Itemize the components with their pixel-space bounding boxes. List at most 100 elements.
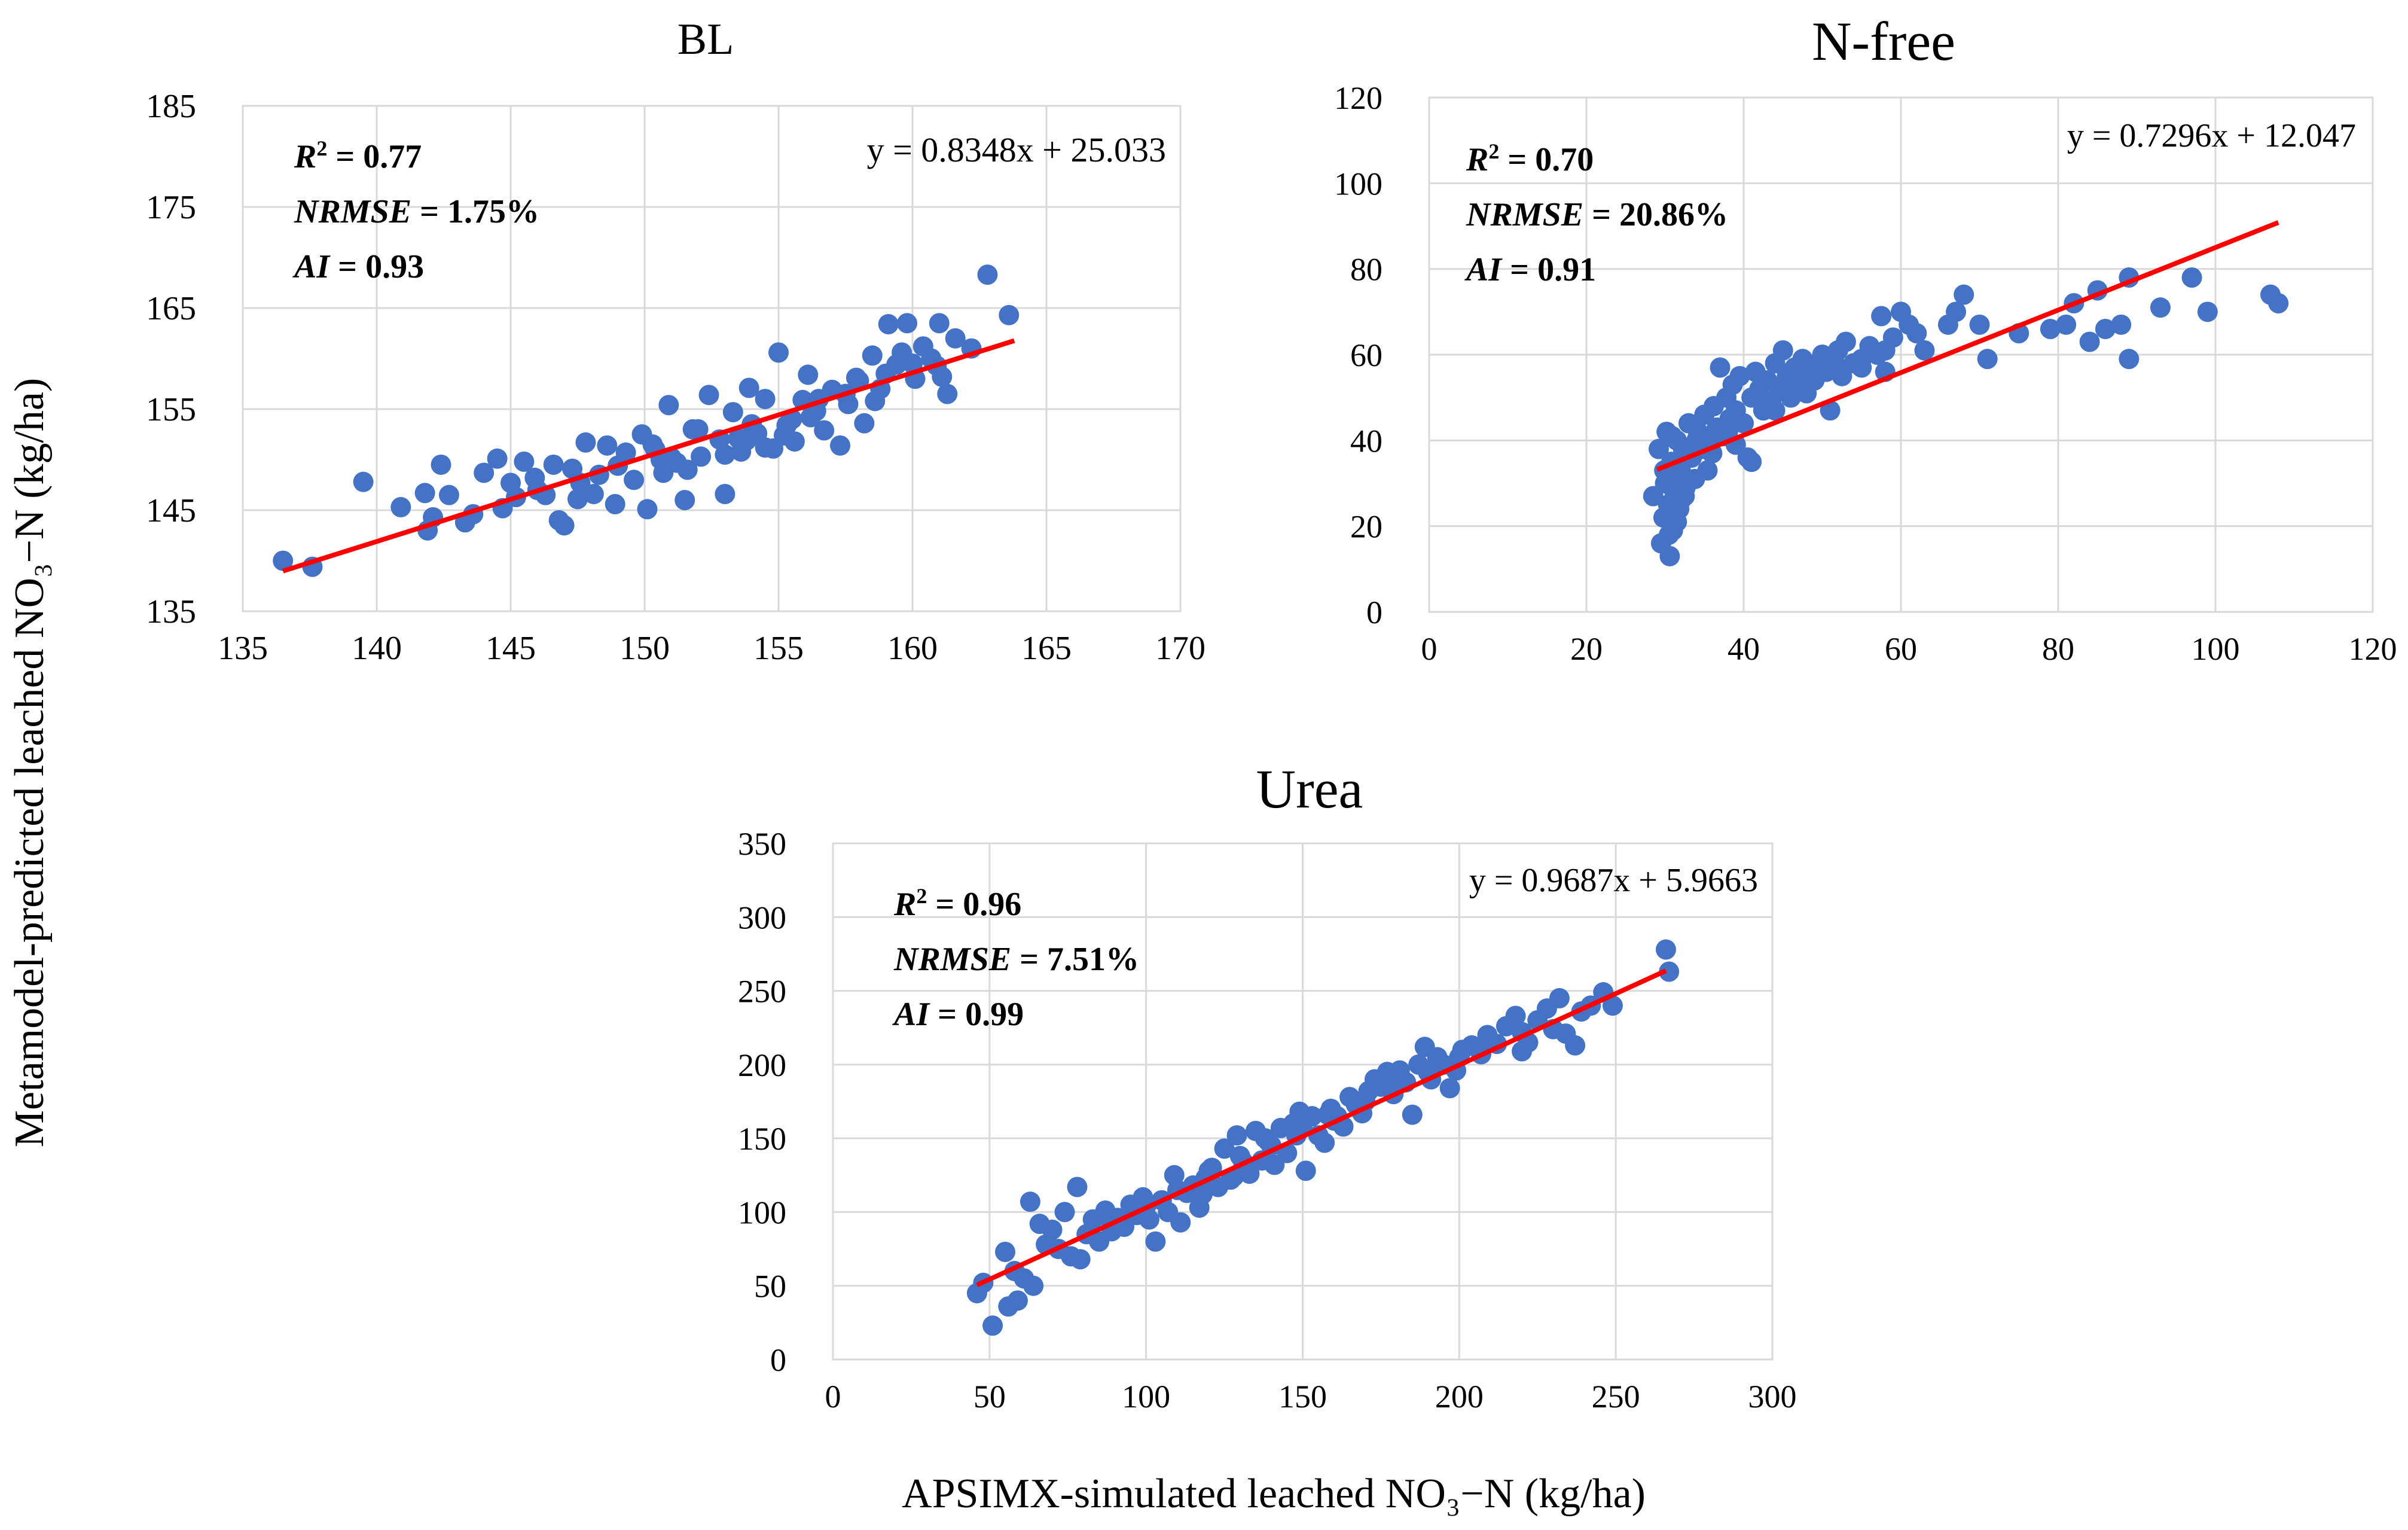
- chart-bl: 135 140 145 150 155 160 165 170 135 145 155 165 175 1…: [146, 15, 1205, 667]
- data-point-bl: [567, 489, 588, 510]
- stat-r2-bl: R2 = 0.77: [294, 136, 422, 175]
- data-point-bl: [414, 483, 435, 504]
- data-point-nfree: [1643, 486, 1664, 507]
- data-point-urea: [1295, 1160, 1316, 1181]
- y-tick-label-nfree: 40: [1350, 423, 1382, 459]
- data-point-bl: [675, 490, 695, 511]
- data-point-nfree: [2111, 314, 2132, 335]
- data-point-bl: [999, 304, 1020, 325]
- equation-urea: y = 0.9687x + 5.9663: [1469, 862, 1758, 899]
- data-point-bl: [353, 471, 374, 492]
- chart-title-urea: Urea: [1256, 758, 1363, 819]
- data-point-urea: [1565, 1035, 1586, 1056]
- stat-nrmse-nfree: NRMSE = 20.86%: [1466, 196, 1728, 233]
- stat-nrmse-bl: NRMSE = 1.75%: [294, 193, 539, 230]
- data-point-urea: [1505, 1005, 1526, 1026]
- y-tick-label-nfree: 80: [1350, 252, 1382, 288]
- x-tick-label-bl: 140: [352, 630, 402, 667]
- data-point-nfree: [1835, 331, 1856, 352]
- data-point-urea: [1255, 1128, 1275, 1149]
- stat-nrmse-urea-name: NRMSE: [893, 941, 1011, 978]
- data-point-bl: [768, 342, 789, 363]
- x-tick-label-bl: 165: [1021, 630, 1072, 667]
- data-point-nfree: [1977, 349, 1998, 370]
- y-tick-label-urea: 0: [770, 1342, 786, 1378]
- y-tick-label-urea: 100: [738, 1194, 786, 1230]
- x-tick-label-nfree: 20: [1570, 631, 1603, 667]
- chart-title-nfree: N-free: [1812, 11, 1955, 72]
- data-point-urea: [1226, 1125, 1247, 1146]
- data-point-nfree: [1662, 426, 1683, 447]
- x-tick-label-bl: 155: [753, 630, 804, 667]
- data-point-nfree: [2079, 331, 2100, 352]
- data-point-urea: [1239, 1163, 1260, 1184]
- data-point-nfree: [2040, 319, 2061, 339]
- data-point-bl: [677, 459, 698, 480]
- x-tick-label-bl: 160: [887, 630, 938, 667]
- y-tick-label-bl: 175: [146, 189, 196, 226]
- stat-ai-bl-value: = 0.93: [329, 248, 424, 285]
- chart-nfree: 0 20 40 60 80 100 120 0 20 40 60 80 100 120 N-free R2…: [1334, 11, 2397, 667]
- chart-title-bl: BL: [677, 15, 734, 64]
- data-point-urea: [1023, 1275, 1044, 1296]
- x-axis-label: APSIMX-simulated leached NO₃−N (kg/ha): [902, 1471, 1646, 1517]
- data-point-urea: [982, 1315, 1003, 1336]
- data-point-bl: [854, 413, 875, 434]
- data-point-bl: [865, 391, 886, 412]
- data-point-nfree: [2056, 314, 2077, 335]
- stat-r2-nfree-name: R: [1466, 141, 1488, 178]
- data-point-bl: [736, 430, 757, 451]
- data-point-bl: [800, 407, 821, 428]
- data-point-nfree: [1729, 365, 1750, 386]
- x-tick-label-nfree: 100: [2192, 631, 2240, 667]
- data-point-nfree: [2150, 297, 2171, 318]
- y-tick-label-nfree: 100: [1334, 166, 1382, 202]
- stat-r2-nfree-value: = 0.70: [1499, 141, 1594, 178]
- stat-r2-nfree: R2 = 0.70: [1466, 139, 1594, 178]
- data-point-nfree: [1772, 340, 1793, 361]
- x-tick-label-urea: 50: [973, 1379, 1006, 1415]
- data-point-urea: [1317, 1104, 1338, 1125]
- data-point-bl: [658, 395, 679, 416]
- data-point-nfree: [1796, 357, 1817, 378]
- data-point-bl: [543, 454, 564, 475]
- stat-r2-urea-sup: 2: [916, 884, 927, 908]
- stat-ai-nfree-name: AI: [1464, 251, 1503, 288]
- trendline-urea: [976, 968, 1667, 1288]
- data-point-bl: [554, 515, 575, 536]
- x-tick-label-bl: 170: [1155, 630, 1205, 667]
- data-point-bl: [897, 313, 918, 334]
- data-point-bl: [814, 420, 835, 441]
- equation-nfree: y = 0.7296x + 12.047: [2067, 117, 2356, 154]
- stat-nrmse-bl-name: NRMSE: [294, 193, 411, 230]
- x-tick-label-bl: 145: [486, 630, 536, 667]
- x-tick-label-urea: 300: [1748, 1379, 1797, 1415]
- stat-r2-urea: R2 = 0.96: [893, 884, 1021, 923]
- stat-nrmse-nfree-name: NRMSE: [1466, 196, 1583, 233]
- data-point-bl: [773, 425, 794, 446]
- data-point-nfree: [1827, 357, 1848, 378]
- data-point-nfree: [1780, 374, 1801, 395]
- y-tick-label-bl: 145: [146, 492, 196, 529]
- stat-nrmse-nfree-value: = 20.86%: [1583, 196, 1728, 233]
- data-point-bl: [688, 419, 709, 440]
- data-point-bl: [474, 462, 495, 483]
- data-point-bl: [722, 402, 743, 423]
- data-point-bl: [698, 385, 719, 406]
- data-point-nfree: [1667, 511, 1687, 532]
- x-tick-label-urea: 100: [1122, 1379, 1170, 1415]
- data-point-bl: [937, 383, 958, 404]
- grid-nfree: [1428, 96, 2374, 613]
- y-axis-label: Metamodel-predicted leached NO₃−N (kg/ha…: [7, 378, 53, 1147]
- data-point-bl: [605, 493, 625, 514]
- stat-ai-nfree-value: = 0.91: [1501, 251, 1596, 288]
- data-point-nfree: [1648, 438, 1669, 459]
- data-point-nfree: [1765, 400, 1786, 421]
- data-point-bl: [715, 444, 735, 465]
- ticks-nfree: 0 20 40 60 80 100 120 0 20 40 60 80 100 120: [1334, 80, 2397, 667]
- data-point-urea: [1042, 1220, 1063, 1241]
- x-tick-label-urea: 200: [1435, 1379, 1484, 1415]
- data-point-nfree: [1697, 460, 1718, 481]
- data-point-nfree: [1969, 314, 1990, 335]
- data-point-bl: [932, 366, 953, 387]
